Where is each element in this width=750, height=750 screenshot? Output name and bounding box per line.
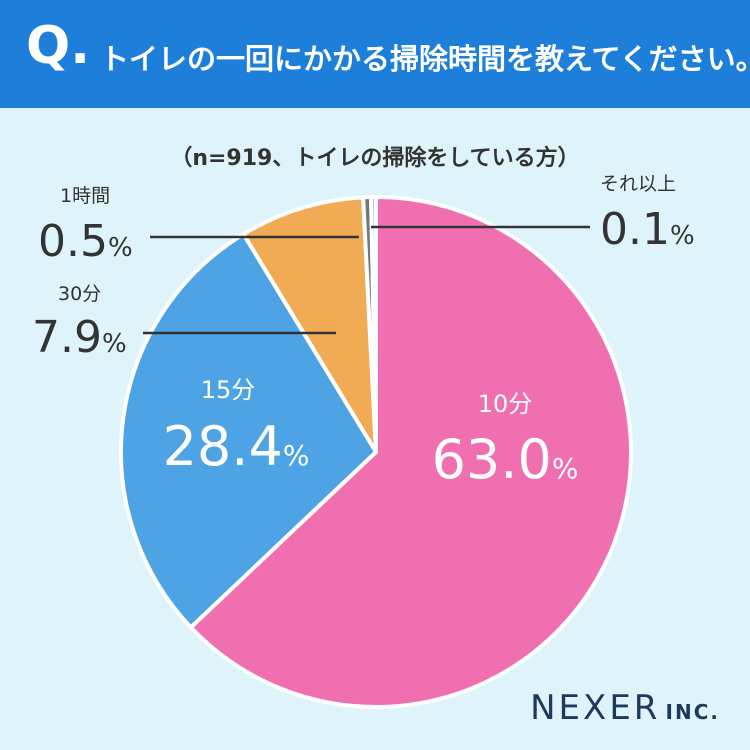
slice-category-label: それ以上 — [600, 173, 676, 195]
slice-category-label: 1時間 — [60, 185, 110, 207]
slice-value-label: 0.5% — [38, 216, 133, 267]
slice-category-label: 15分 — [201, 376, 256, 404]
slice-value-label: 63.0% — [432, 428, 579, 491]
pie-slice-2 — [241, 195, 378, 454]
slice-category-label: 30分 — [58, 283, 101, 305]
sample-note: （n=919、トイレの掃除をしている方） — [170, 146, 580, 171]
logo-main: NEXER — [530, 688, 661, 728]
question-mark: Q. — [26, 16, 90, 76]
pie-slice-0 — [188, 195, 633, 709]
question-header: Q. トイレの一回にかかる掃除時間を教えてください。 — [0, 0, 750, 108]
slice-value-label: 28.4% — [163, 415, 310, 478]
question-text: トイレの一回にかかる掃除時間を教えてください。 — [100, 42, 750, 76]
slice-value-label: 0.1% — [600, 204, 695, 255]
pie-slice-4 — [369, 195, 378, 454]
logo-suffix: INC. — [665, 700, 720, 724]
slice-category-label: 10分 — [478, 390, 533, 418]
nexer-logo: NEXER INC. — [530, 688, 720, 728]
slice-value-label: 7.9% — [32, 312, 127, 363]
